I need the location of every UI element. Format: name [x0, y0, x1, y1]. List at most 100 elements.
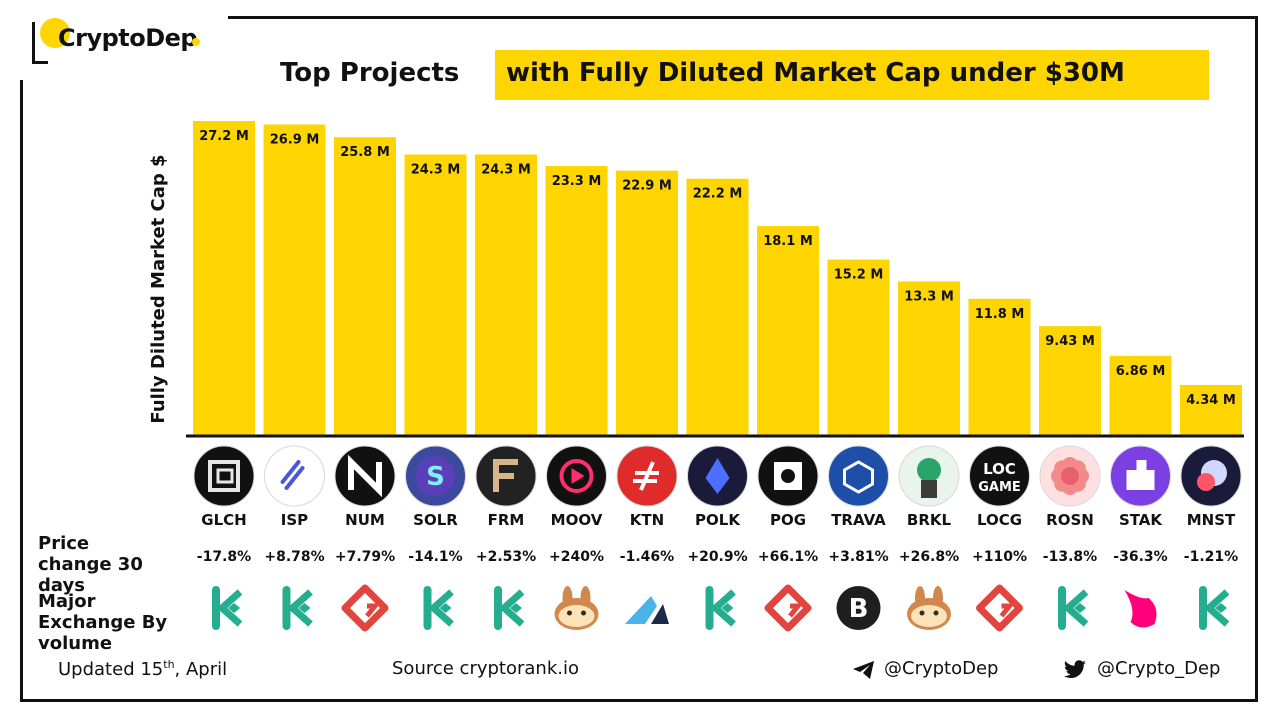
mnst-icon [1180, 445, 1242, 507]
bar-glch [193, 121, 255, 435]
ktn-icon [616, 445, 678, 507]
ticker-label-stak: STAK [1119, 511, 1163, 529]
bar-pog [757, 226, 819, 435]
bar-value-label-pog: 18.1 M [763, 234, 813, 249]
bar-stak [1109, 355, 1172, 435]
bar-value-label-moov: 23.3 M [552, 174, 602, 189]
ticker-label-glch: GLCH [201, 511, 246, 529]
brand-name: CryptoDep [58, 24, 198, 52]
pancakeswap-icon-brkl [907, 586, 951, 630]
bar-value-label-polk: 22.2 M [693, 187, 743, 202]
price-change-trava: +3.81% [828, 549, 888, 565]
bar-num [334, 137, 396, 435]
frame-top-line [228, 16, 1258, 19]
updated-sup: th [163, 658, 175, 671]
price-change-locg: +110% [972, 549, 1027, 565]
kucoin-icon-polk [705, 586, 736, 630]
bar-brkl [898, 281, 960, 435]
bar-isp [263, 124, 326, 435]
bar-value-label-locg: 11.8 M [975, 307, 1025, 322]
bar-moov [545, 166, 608, 435]
moov-icon [546, 445, 607, 507]
logo-bracket-bottom [32, 61, 48, 64]
logo-bracket [32, 22, 35, 64]
bar-mnst [1180, 384, 1242, 435]
svg-text:B: B [849, 594, 869, 624]
isp-icon [264, 445, 325, 507]
kucoin-icon-solr [423, 586, 454, 630]
ticker-label-locg: LOCG [977, 511, 1022, 529]
y-axis-label: Fully Diluted Market Cap $ [148, 154, 169, 423]
bar-polk [686, 178, 749, 435]
svg-text:S: S [426, 462, 445, 492]
twitter-handle[interactable]: @Crypto_Dep [1097, 658, 1221, 679]
updated-suffix: , April [174, 659, 228, 680]
source-text: Source cryptorank.io [392, 658, 579, 679]
bar-value-label-mnst: 4.34 M [1186, 393, 1236, 408]
glch-icon [193, 445, 255, 507]
ticker-label-num: NUM [345, 511, 385, 529]
gate-icon-locg [976, 584, 1023, 632]
locg-icon: LOC GAME [969, 445, 1030, 507]
bar-value-label-rosn: 9.43 M [1045, 334, 1095, 349]
pog-icon [757, 445, 819, 507]
mexc-icon-ktn [625, 596, 669, 624]
kucoin-icon-mnst [1199, 586, 1230, 630]
ticker-label-brkl: BRKL [907, 511, 952, 529]
price-change-polk: +20.9% [687, 549, 747, 565]
ticker-label-moov: MOOV [551, 511, 603, 529]
price-change-solr: -14.1% [408, 549, 462, 565]
bar-ktn [616, 170, 678, 435]
ticker-label-trava: TRAVA [831, 511, 886, 529]
telegram-handle[interactable]: @CryptoDep [884, 658, 999, 679]
svg-text:LOC: LOC [983, 460, 1016, 478]
bar-value-label-trava: 15.2 M [834, 268, 884, 283]
price-change-num: +7.79% [335, 549, 395, 565]
title-part1: Top Projects [280, 58, 460, 88]
title-part2: with Fully Diluted Market Cap under $30M [506, 58, 1125, 88]
bar-value-label-ktn: 22.9 M [622, 179, 672, 194]
frame-right-line [1255, 16, 1258, 702]
price-change-mnst: -1.21% [1184, 549, 1238, 565]
telegram-icon[interactable] [852, 660, 876, 680]
bar-locg [968, 298, 1031, 435]
bar-solr [404, 154, 467, 436]
uniswap-icon-stak [1124, 590, 1157, 628]
price-change-label: Price change 30 days [38, 533, 143, 596]
svg-text:GAME: GAME [978, 480, 1021, 495]
bar-rosn [1039, 326, 1101, 435]
solr-icon: S [405, 445, 466, 507]
title-highlight [495, 50, 1209, 100]
updated-date: Updated 15th, April [58, 658, 227, 680]
price-change-moov: +240% [549, 549, 604, 565]
stak-icon [1110, 445, 1171, 507]
bar-value-label-stak: 6.86 M [1116, 364, 1166, 379]
kucoin-icon-rosn [1058, 586, 1089, 630]
gate-icon-num [341, 584, 389, 632]
trava-icon [828, 445, 889, 507]
ticker-label-mnst: MNST [1187, 511, 1236, 529]
rosn-icon [1039, 445, 1101, 507]
price-change-ktn: -1.46% [620, 549, 674, 565]
kucoin-icon-isp [282, 586, 313, 630]
frm-icon [475, 445, 537, 507]
frame-bottom-line [20, 699, 1258, 702]
price-change-stak: -36.3% [1113, 549, 1167, 565]
kucoin-icon-frm [494, 586, 525, 630]
bar-value-label-isp: 26.9 M [270, 132, 320, 147]
price-change-pog: +66.1% [758, 549, 818, 565]
bybit-icon-trava: B [836, 586, 881, 630]
ticker-label-isp: ISP [281, 511, 308, 529]
ticker-label-solr: SOLR [413, 511, 458, 529]
bar-frm [475, 154, 537, 436]
price-change-rosn: -13.8% [1043, 549, 1097, 565]
bar-value-label-solr: 24.3 M [411, 162, 461, 177]
kucoin-icon-glch [212, 586, 243, 630]
ticker-label-polk: POLK [695, 511, 741, 529]
price-change-brkl: +26.8% [899, 549, 959, 565]
ticker-label-frm: FRM [488, 511, 525, 529]
brkl-icon [898, 445, 960, 507]
twitter-icon[interactable] [1063, 660, 1087, 680]
frame-left-line [20, 80, 23, 702]
